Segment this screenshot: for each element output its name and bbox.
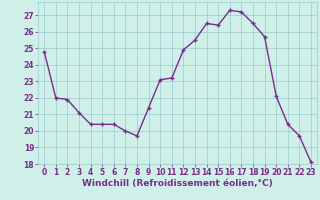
X-axis label: Windchill (Refroidissement éolien,°C): Windchill (Refroidissement éolien,°C) — [82, 179, 273, 188]
